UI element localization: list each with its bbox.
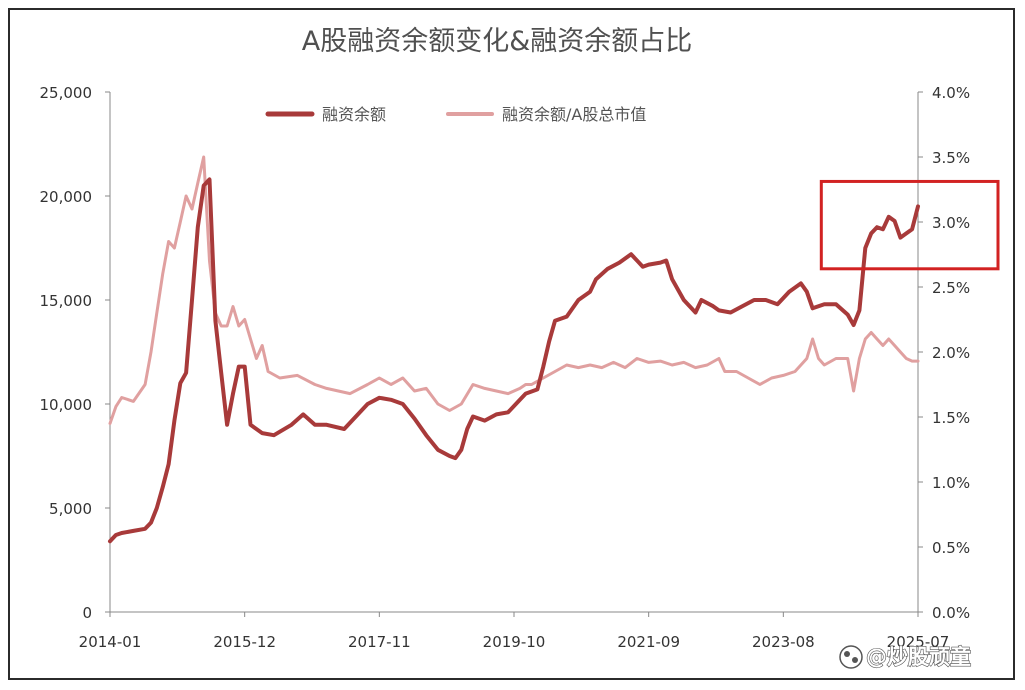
y-left-tick-label: 20,000	[40, 188, 93, 206]
y-left-tick-label: 25,000	[40, 84, 93, 102]
watermark-logo-dot-icon	[844, 651, 850, 657]
x-tick-label: 2017-11	[348, 633, 411, 651]
y-right-tick-label: 4.0%	[932, 84, 970, 102]
legend: 融资余额 融资余额/A股总市值	[265, 105, 646, 124]
y-left-tick-label: 0	[82, 604, 92, 622]
watermark: @炒股顽童	[839, 644, 972, 670]
series-line-financing-ratio	[108, 155, 920, 425]
y-right-tick-label: 1.5%	[932, 409, 970, 427]
chart-frame	[8, 8, 1015, 680]
watermark-text: @炒股顽童	[866, 645, 971, 669]
y-right-tick-label: 3.5%	[932, 149, 970, 167]
y-right-tick-label: 0.0%	[932, 604, 970, 622]
y-left-tick-label: 15,000	[40, 292, 93, 310]
y-left-tick-label: 5,000	[49, 500, 92, 518]
x-tick-label: 2014-01	[79, 633, 142, 651]
axes: 0 5,000 10,000 15,000 20,000 25,000 0.0% 0.5% 1.…	[40, 84, 971, 651]
chart-title: A股融资余额变化&融资余额占比	[302, 26, 693, 57]
x-tick-label: 2019-10	[483, 633, 546, 651]
legend-label: 融资余额/A股总市值	[502, 105, 646, 124]
series-line-financing-balance	[108, 177, 920, 544]
x-tick-label: 2021-09	[617, 633, 680, 651]
watermark-logo-icon	[839, 645, 863, 669]
x-tick-label: 2015-12	[213, 633, 276, 651]
x-tick-label: 2023-08	[752, 633, 815, 651]
y-right-tick-label: 3.0%	[932, 214, 970, 232]
series-layer	[108, 155, 920, 544]
annotations	[819, 179, 1000, 271]
highlight-box	[819, 179, 1000, 271]
x-tick-label: 2025-07	[887, 633, 950, 651]
y-right-tick-label: 2.5%	[932, 279, 970, 297]
y-right-tick-label: 0.5%	[932, 539, 970, 557]
y-right-tick-label: 1.0%	[932, 474, 970, 492]
watermark-logo-dot-icon	[852, 657, 858, 663]
legend-label: 融资余额	[322, 105, 386, 124]
y-left-tick-label: 10,000	[40, 396, 93, 414]
y-right-tick-label: 2.0%	[932, 344, 970, 362]
